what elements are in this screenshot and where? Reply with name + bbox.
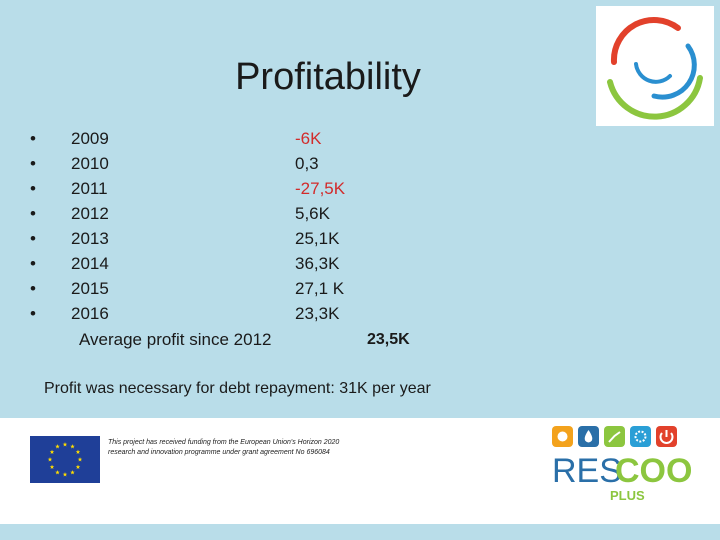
list-item: • 2013 25,1K <box>0 226 500 251</box>
profit-value: -6K <box>295 129 322 148</box>
eu-star-icon <box>77 457 83 462</box>
bullet: • <box>30 229 36 248</box>
bullet: • <box>30 154 36 173</box>
year-label: 2016 <box>71 304 109 323</box>
eu-star-icon <box>49 449 55 454</box>
eu-star-icon <box>75 464 81 469</box>
profit-value: 27,1 K <box>295 279 345 298</box>
list-item: • 2012 5,6K <box>0 201 500 226</box>
eu-star-icon <box>62 442 68 447</box>
svg-text:RES: RES <box>552 452 622 490</box>
debt-note: Profit was necessary for debt repayment:… <box>44 380 431 397</box>
eu-star-icon <box>62 472 68 477</box>
year-label: 2013 <box>71 229 109 248</box>
swirl-logo-icon <box>596 6 714 126</box>
profit-value: -27,5K <box>295 179 346 198</box>
bullet: • <box>30 204 36 223</box>
eu-star-icon <box>70 444 75 449</box>
list-item: • 2011 -27,5K <box>0 176 500 201</box>
list-item: • 2014 36,3K <box>0 251 500 276</box>
bullet: • <box>30 254 36 273</box>
list-item: • 2009 -6K <box>0 126 500 151</box>
bullet: • <box>30 179 36 198</box>
bullet: • <box>30 304 36 323</box>
year-label: 2009 <box>71 129 109 148</box>
eu-flag-icon <box>30 436 100 483</box>
svg-text:PLUS: PLUS <box>610 488 645 502</box>
list-item: • 2010 0,3 <box>0 151 500 176</box>
list-item: • 2016 23,3K <box>0 301 500 326</box>
profit-value: 0,3 <box>295 154 319 173</box>
eu-star-icon <box>49 464 55 469</box>
average-profit-value: 23,5K <box>367 331 410 348</box>
bullet: • <box>30 129 36 148</box>
profit-value: 5,6K <box>295 204 330 223</box>
list-item: • 2015 27,1 K <box>0 276 500 301</box>
eu-star-icon <box>70 470 75 475</box>
year-label: 2012 <box>71 204 109 223</box>
slide-title: Profitability <box>235 56 421 98</box>
profit-value: 25,1K <box>295 229 340 248</box>
profit-value: 36,3K <box>295 254 340 273</box>
flower-icon <box>630 426 651 447</box>
average-profit-label: Average profit since 2012 <box>79 330 272 349</box>
funding-disclaimer: This project has received funding from t… <box>108 439 340 456</box>
profit-value: 23,3K <box>295 304 340 323</box>
year-label: 2010 <box>71 154 109 173</box>
footer-bar: This project has received funding from t… <box>0 418 720 524</box>
eu-star-icon <box>47 457 53 462</box>
year-label: 2015 <box>71 279 109 298</box>
eu-star-icon <box>75 449 81 454</box>
eu-star-icon <box>55 444 60 449</box>
eu-star-icon <box>55 470 60 475</box>
bullet: • <box>30 279 36 298</box>
year-label: 2011 <box>71 179 108 198</box>
year-label: 2014 <box>71 254 109 273</box>
